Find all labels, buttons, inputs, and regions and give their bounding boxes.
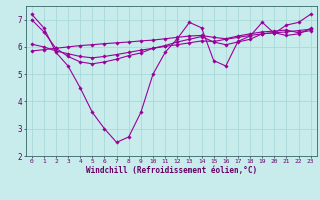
X-axis label: Windchill (Refroidissement éolien,°C): Windchill (Refroidissement éolien,°C) xyxy=(86,166,257,175)
